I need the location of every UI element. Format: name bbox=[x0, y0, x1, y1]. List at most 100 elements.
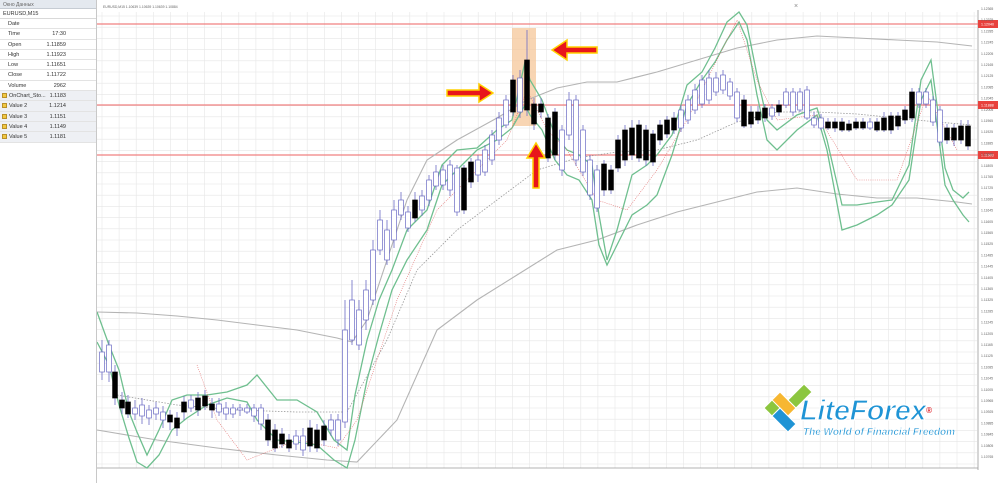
data-window-label: Time bbox=[8, 31, 21, 38]
price-label: 1.11805 bbox=[981, 164, 993, 168]
candle-body bbox=[426, 179, 432, 201]
logo-tagline: The World of Financial Freedom bbox=[803, 427, 956, 439]
level-tag bbox=[978, 101, 998, 109]
candle-body bbox=[930, 99, 936, 123]
stochastic-upper bbox=[97, 11, 970, 457]
candle-body bbox=[797, 91, 803, 111]
candle-body bbox=[342, 329, 348, 423]
candle-body bbox=[349, 299, 355, 341]
candle-body bbox=[622, 129, 628, 161]
indicator-icon bbox=[2, 113, 7, 119]
candle-body bbox=[419, 195, 425, 211]
candle-body bbox=[685, 99, 691, 121]
data-window-value: 1.11923 bbox=[46, 51, 66, 58]
candlesticks bbox=[99, 30, 971, 456]
candle-body bbox=[391, 209, 397, 241]
indicator-icon bbox=[2, 93, 7, 99]
price-label: 1.11565 bbox=[981, 231, 993, 235]
data-window-row: High 1.11923 bbox=[0, 50, 96, 61]
candle-body bbox=[223, 407, 229, 415]
price-label: 1.12125 bbox=[981, 74, 993, 78]
price-label: 1.11165 bbox=[981, 343, 993, 347]
price-label: 1.11085 bbox=[981, 365, 993, 369]
price-label: 1.11285 bbox=[981, 309, 993, 313]
stochastic-signal bbox=[196, 19, 958, 461]
price-label: 1.10885 bbox=[981, 421, 993, 425]
candle-body bbox=[881, 117, 887, 131]
data-window-title: Окно Данных bbox=[0, 0, 96, 9]
candle-body bbox=[119, 399, 125, 409]
indicator-icon bbox=[2, 103, 7, 109]
data-window-label: Value 5 bbox=[9, 134, 28, 141]
data-window-label: Value 2 bbox=[9, 103, 28, 110]
candle-body bbox=[769, 107, 775, 117]
price-label: 1.10845 bbox=[981, 433, 993, 437]
price-label: 1.11045 bbox=[981, 377, 993, 381]
data-window-label: Volume bbox=[8, 82, 27, 89]
data-window-label: Value 4 bbox=[9, 123, 28, 130]
price-label: 1.11005 bbox=[981, 388, 993, 392]
indicator-icon bbox=[2, 134, 7, 140]
level-tag-label: 1.11603 bbox=[981, 154, 994, 158]
candle-body bbox=[181, 401, 187, 413]
candle-body bbox=[440, 169, 446, 186]
level-tag-label: 1.11888 bbox=[981, 104, 994, 108]
candle-body bbox=[895, 115, 901, 127]
price-label: 1.11125 bbox=[981, 354, 993, 358]
candle-body bbox=[923, 91, 929, 105]
candle-body bbox=[825, 121, 831, 129]
candle-body bbox=[657, 124, 663, 141]
candle-body bbox=[867, 121, 873, 129]
candle-body bbox=[643, 129, 649, 161]
price-label: 1.12365 bbox=[981, 7, 993, 11]
price-label: 1.12045 bbox=[981, 97, 993, 101]
data-window-label: Date bbox=[8, 21, 20, 27]
candle-body bbox=[678, 109, 684, 129]
price-label: 1.12205 bbox=[981, 52, 993, 56]
data-window-row: Value 5 1.1181 bbox=[0, 132, 96, 143]
candle-body bbox=[412, 199, 418, 219]
candle-body bbox=[573, 99, 579, 161]
candle-body bbox=[811, 117, 817, 126]
candle-body bbox=[958, 125, 964, 141]
candle-body bbox=[321, 425, 327, 441]
candle-body bbox=[909, 91, 915, 119]
price-label: 1.11205 bbox=[981, 332, 993, 336]
price-label: 1.11925 bbox=[981, 130, 993, 134]
candle-body bbox=[174, 417, 180, 429]
candle-body bbox=[230, 407, 236, 415]
candle-body bbox=[664, 119, 670, 135]
candle-body bbox=[307, 427, 313, 447]
candle-body bbox=[99, 351, 105, 373]
candle-body bbox=[860, 121, 866, 129]
candle-body bbox=[741, 99, 747, 127]
candle-body bbox=[363, 289, 369, 321]
candle-body bbox=[671, 117, 677, 131]
candle-body bbox=[106, 344, 112, 373]
stochastic-lower bbox=[97, 20, 970, 470]
liteforex-logo-icon bbox=[763, 383, 813, 433]
candle-body bbox=[251, 407, 257, 417]
candle-body bbox=[720, 74, 726, 91]
candle-body bbox=[713, 77, 719, 93]
candle-body bbox=[237, 407, 243, 411]
data-window-row: Low 1.11651 bbox=[0, 60, 96, 71]
data-window-row: Value 4 1.1149 bbox=[0, 121, 96, 133]
candle-body bbox=[734, 91, 740, 119]
candle-body bbox=[790, 91, 796, 113]
stochastic-bands bbox=[97, 11, 970, 470]
price-label: 1.11405 bbox=[981, 276, 993, 280]
candle-body bbox=[629, 127, 635, 156]
chart-close-icon[interactable]: × bbox=[794, 3, 798, 10]
candle-body bbox=[965, 125, 971, 147]
level-tag-label: 1.12040 bbox=[981, 23, 994, 27]
data-window-value: 1.1151 bbox=[49, 113, 66, 120]
candle-body bbox=[447, 164, 453, 191]
candle-body bbox=[139, 404, 145, 417]
data-window-value: 1.11722 bbox=[46, 72, 66, 79]
candle-body bbox=[188, 399, 194, 409]
data-window-value: 17:30 bbox=[52, 31, 66, 38]
candle-body bbox=[503, 99, 509, 126]
candle-body bbox=[559, 129, 565, 171]
